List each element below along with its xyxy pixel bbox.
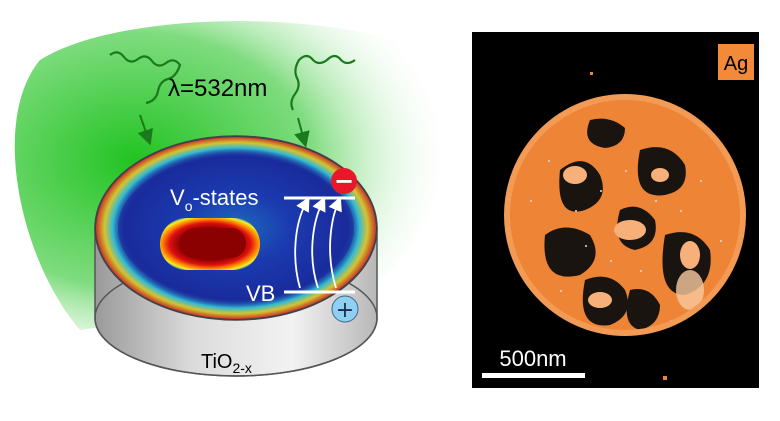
excitation-arrow-1 <box>294 196 310 289</box>
vo-states-label: Vo-states <box>170 185 259 214</box>
scale-bar <box>482 373 585 378</box>
vb-label: VB <box>246 281 275 306</box>
photon-arrow-right <box>294 117 310 148</box>
excitation-arrow-3 <box>328 196 342 289</box>
element-badge <box>718 44 754 80</box>
particle-texture <box>530 118 722 330</box>
wavelength-label: λ=532nm <box>168 75 267 102</box>
plus-sign: + <box>336 298 354 323</box>
photon-wave-left-icon <box>109 51 182 105</box>
hole-badge <box>331 295 359 323</box>
electron-badge <box>331 168 357 194</box>
scale-bar-label: 500nm <box>499 346 566 371</box>
element-label: Ag <box>724 53 748 75</box>
minus-sign: − <box>334 167 354 195</box>
material-label: TiO2-x <box>201 351 252 376</box>
photon-arrow-left <box>137 114 153 146</box>
excitation-arrow-2 <box>311 196 326 289</box>
photon-wave-right-icon <box>290 54 356 111</box>
eds-map-panel: Ag 500nm <box>472 32 759 388</box>
photocatalysis-schematic: λ=532nm Vo-states VB − + TiO2-x <box>14 21 445 377</box>
